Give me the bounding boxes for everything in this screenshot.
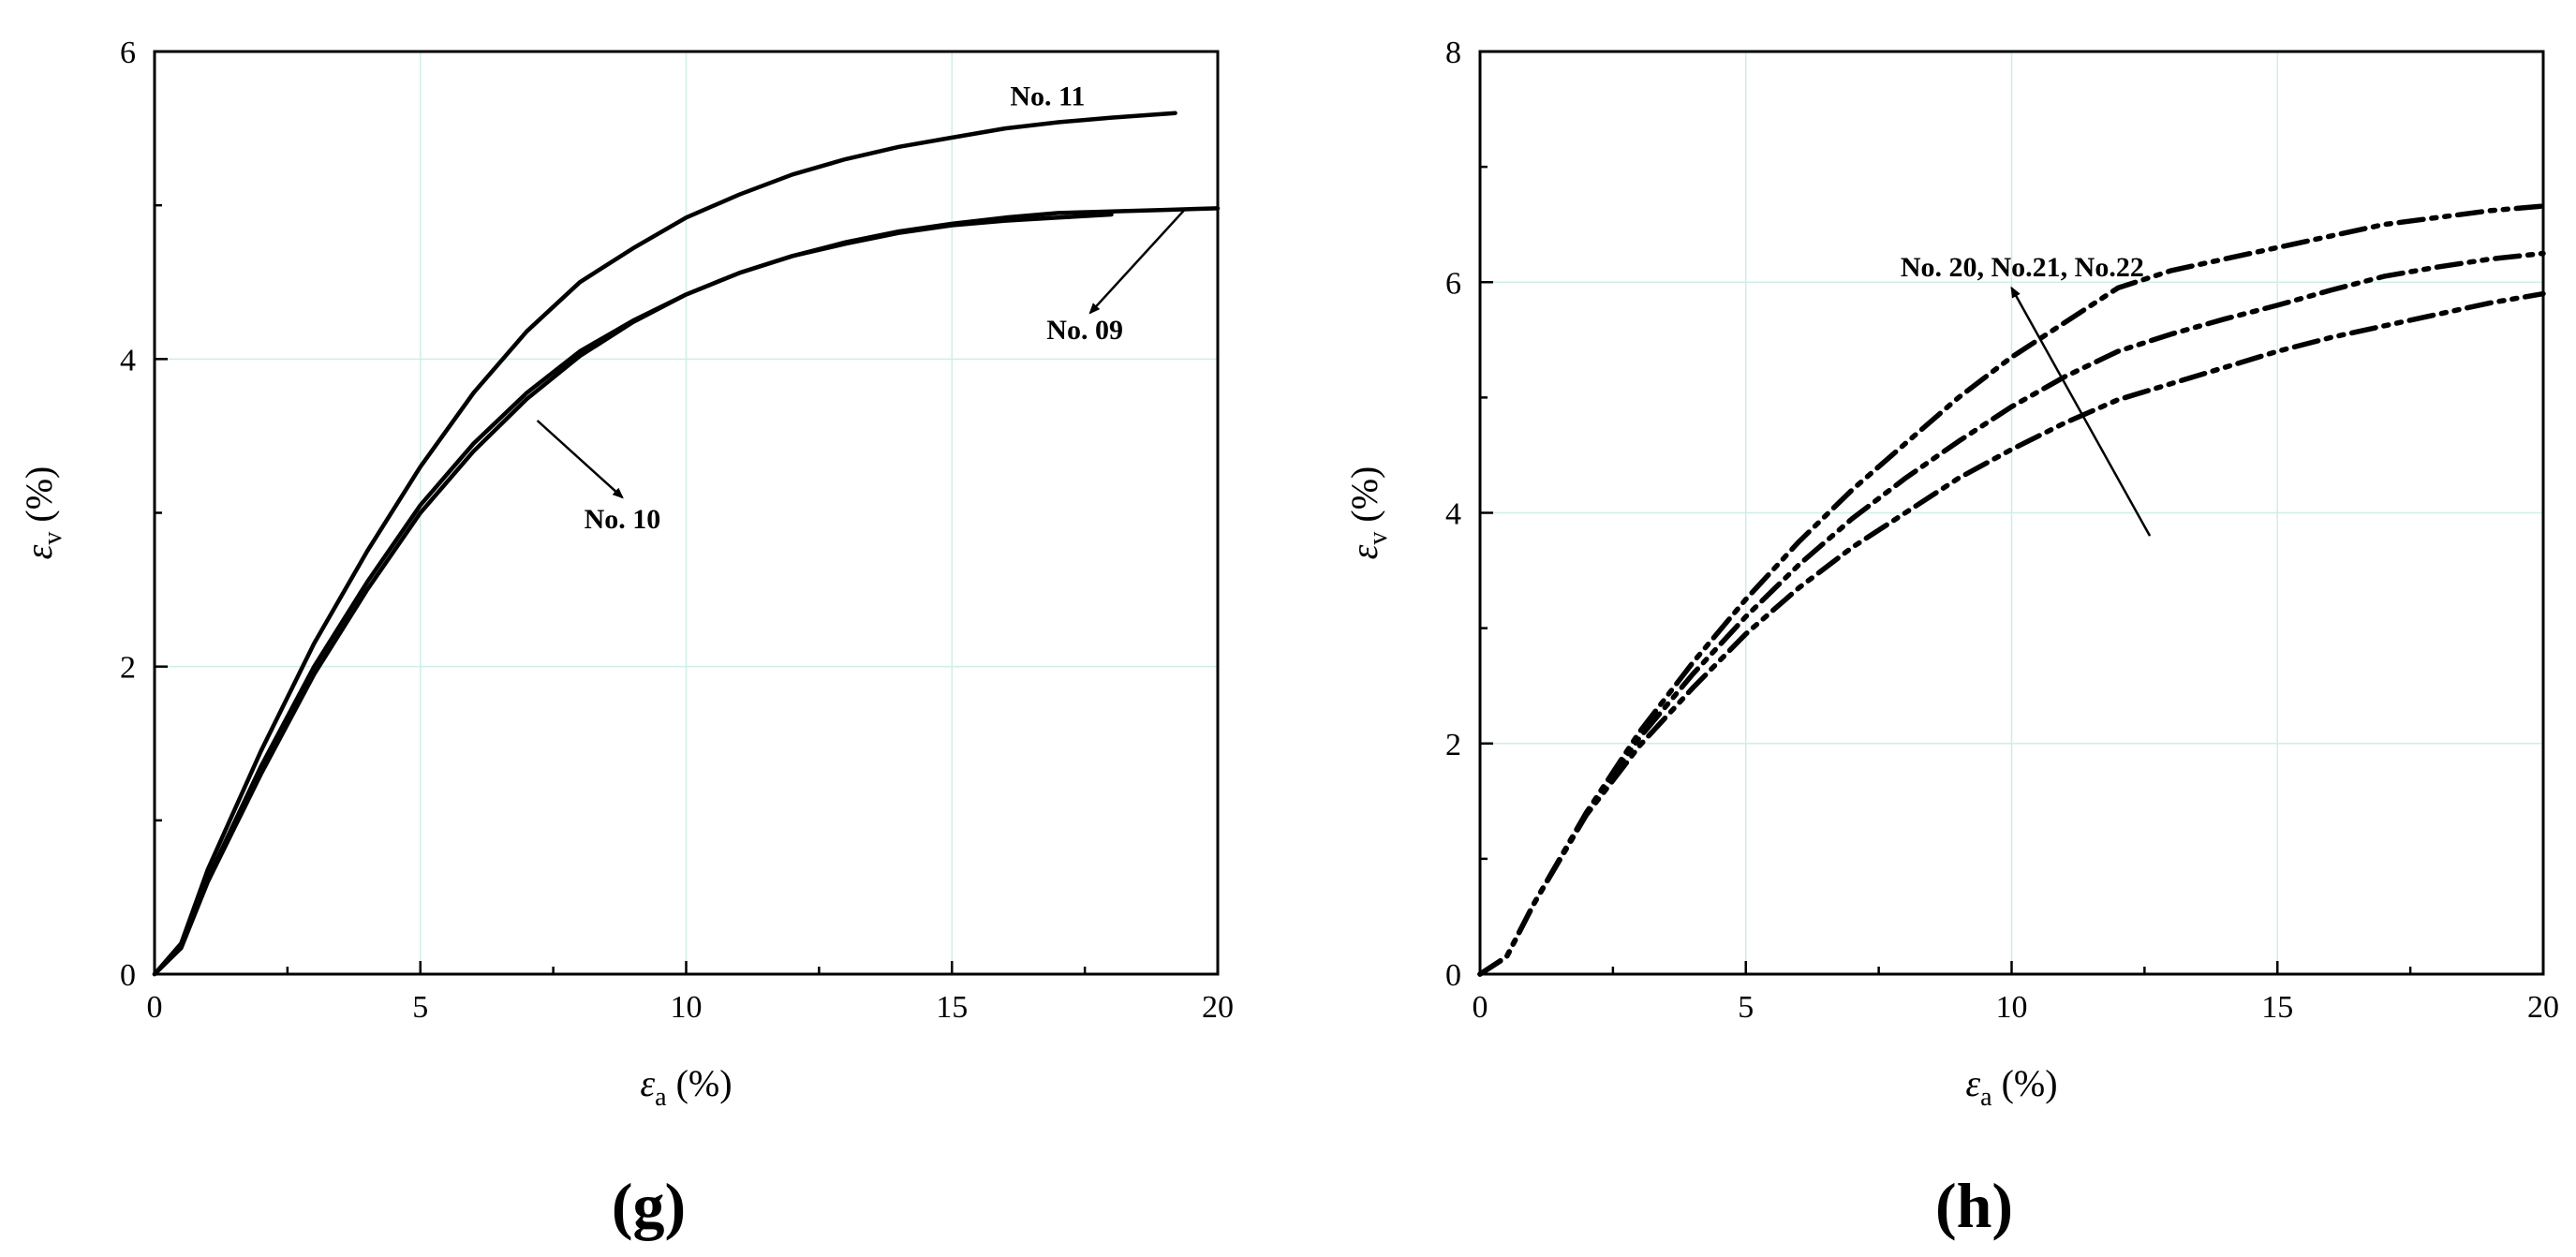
y-tick-label: 8	[1445, 36, 1461, 70]
x-tick-label: 5	[412, 990, 428, 1025]
series-line	[152, 206, 1221, 977]
y-tick-label: 6	[1445, 266, 1461, 301]
y-axis-symbol: ε	[18, 544, 60, 559]
grid-g	[155, 52, 1218, 974]
x-axis-label-g: εa (%)	[640, 1062, 732, 1112]
panel-label-h: (h)	[1935, 1170, 2013, 1241]
x-tick-label: 0	[1473, 990, 1488, 1025]
series-line	[152, 111, 1177, 977]
y-tick-label: 2	[1445, 728, 1461, 762]
y-axis-label-g: εv (%)	[18, 466, 67, 560]
series-line	[1477, 250, 2546, 977]
y-tick-label: 0	[120, 958, 136, 993]
x-axis-unit: (%)	[667, 1062, 733, 1104]
annotation-label: No. 09	[1046, 315, 1123, 346]
x-axis-unit: (%)	[1992, 1062, 2058, 1104]
x-tick-label: 15	[2261, 990, 2293, 1025]
annotation-arrow	[536, 420, 624, 499]
y-tick-label: 4	[120, 343, 136, 377]
x-tick-label: 0	[147, 990, 163, 1025]
ticks-g: 0 5 10 15 20 0 2 4 6	[120, 36, 1234, 1025]
x-tick-label: 5	[1738, 990, 1754, 1025]
x-axis-symbol: ε	[640, 1062, 655, 1104]
x-tick-label: 20	[1202, 990, 1234, 1025]
annotations-h: No. 20, No.21, No.22	[1901, 252, 2152, 537]
annotation-label: No. 20, No.21, No.22	[1901, 252, 2144, 283]
x-tick-label: 20	[2527, 990, 2559, 1025]
x-tick-label: 10	[671, 990, 703, 1025]
y-tick-label: 4	[1445, 497, 1461, 532]
x-axis-subscript: a	[1980, 1083, 1992, 1112]
x-axis-label-h: εa (%)	[1965, 1062, 2057, 1112]
y-axis-unit: (%)	[1343, 466, 1385, 532]
y-axis-label-h: εv (%)	[1343, 466, 1393, 560]
grid-h	[1480, 52, 2543, 974]
ticks-h: 0 5 10 15 20 0 2 4 6 8	[1445, 36, 2559, 1025]
series-layer-h	[1477, 203, 2546, 977]
annotations-g: No. 11 No. 09 No. 10	[536, 81, 1187, 535]
y-axis-unit: (%)	[18, 466, 60, 532]
panel-label-g: (g)	[612, 1170, 686, 1241]
y-tick-label: 2	[120, 651, 136, 686]
y-tick-label: 6	[120, 36, 136, 70]
y-axis-symbol: ε	[1343, 544, 1385, 559]
x-tick-label: 10	[1996, 990, 2028, 1025]
y-tick-label: 0	[1445, 958, 1461, 993]
series-line	[152, 212, 1114, 977]
x-axis-symbol: ε	[1965, 1062, 1980, 1104]
annotation-arrow	[1088, 207, 1187, 315]
annotation-arrow	[2010, 286, 2152, 537]
x-tick-label: 15	[936, 990, 968, 1025]
y-axis-subscript: v	[1364, 532, 1393, 545]
annotation-label: No. 11	[1010, 81, 1085, 111]
x-axis-subscript: a	[655, 1083, 667, 1112]
series-line	[1477, 290, 2546, 977]
series-layer-g	[152, 111, 1221, 977]
y-axis-subscript: v	[38, 532, 67, 545]
annotation-label: No. 10	[585, 504, 661, 535]
